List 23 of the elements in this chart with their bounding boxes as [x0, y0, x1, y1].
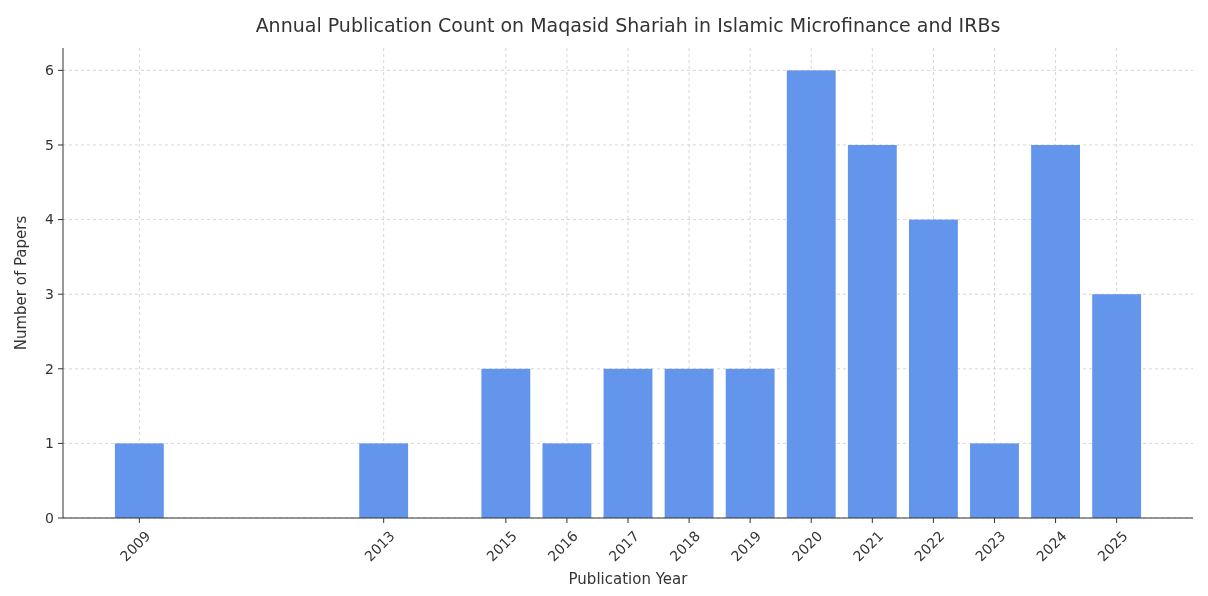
y-tick-label: 2: [45, 360, 54, 377]
y-tick-label: 6: [45, 62, 55, 79]
bar: [786, 70, 836, 518]
y-tick-label: 5: [45, 136, 54, 153]
y-tick-label: 1: [45, 435, 54, 452]
bar: [114, 443, 164, 518]
x-axis-title: Publication Year: [568, 570, 689, 588]
y-tick-label: 4: [45, 211, 55, 228]
bar: [908, 219, 958, 518]
y-tick-label: 3: [45, 286, 54, 303]
chart-title: Annual Publication Count on Maqasid Shariah in Islamic Microfinance and IRBs: [255, 14, 1001, 36]
bar: [603, 368, 653, 518]
bar: [1092, 294, 1142, 518]
bar: [970, 443, 1019, 518]
bar: [542, 443, 592, 518]
bar: [664, 368, 714, 518]
bar: [725, 368, 775, 518]
y-tick-label: 0: [45, 509, 54, 526]
bar: [1031, 144, 1080, 518]
bar: [359, 443, 409, 518]
bar: [481, 368, 531, 518]
y-axis-title: Number of Papers: [12, 215, 30, 351]
bar: [847, 144, 897, 518]
